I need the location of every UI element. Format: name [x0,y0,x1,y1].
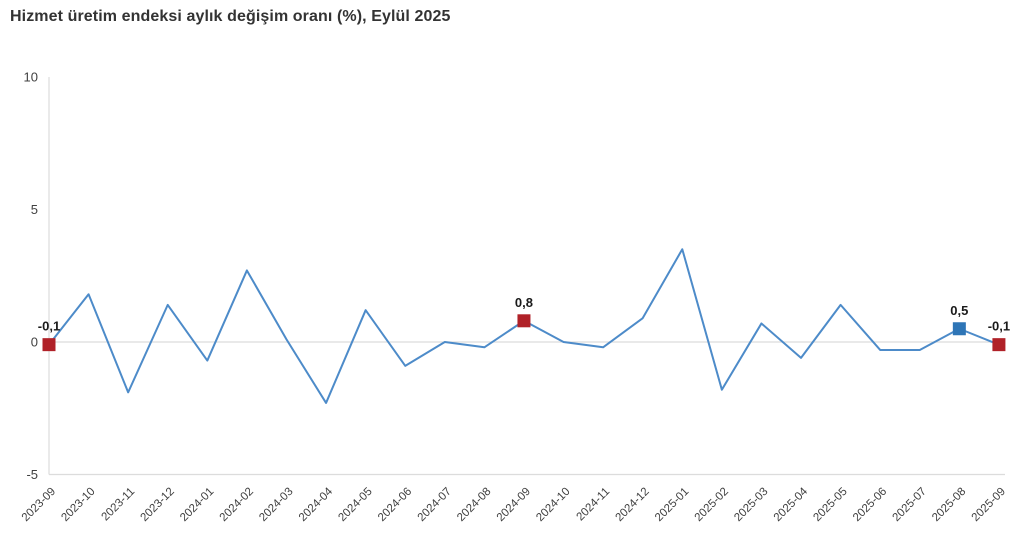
data-point-label: -0,1 [38,319,60,334]
x-tick-label: 2025-03 [732,486,770,524]
data-point-marker [992,338,1006,352]
data-point-marker [517,314,531,328]
y-tick-label: 0 [31,335,38,350]
x-tick-label: 2024-01 [178,486,216,524]
x-tick-label: 2024-10 [534,486,572,524]
x-tick-label: 2024-06 [376,486,414,524]
x-tick-label: 2024-09 [495,486,533,524]
x-tick-label: 2024-02 [218,486,256,524]
x-tick-label: 2025-02 [693,486,731,524]
data-point-label: 0,5 [950,303,968,318]
x-tick-label: 2023-11 [100,486,138,524]
x-tick-label: 2025-06 [851,486,889,524]
y-tick-label: -5 [26,467,38,482]
x-tick-label: 2025-07 [891,486,929,524]
x-tick-label: 2024-12 [613,486,651,524]
data-point-marker [42,338,56,352]
x-tick-label: 2024-05 [336,486,374,524]
x-tick-label: 2024-04 [297,485,336,524]
x-tick-label: 2025-09 [970,486,1008,524]
x-tick-label: 2025-01 [653,486,691,524]
y-tick-label: 5 [31,202,38,217]
x-tick-label: 2025-05 [811,486,849,524]
data-point-marker [952,322,966,336]
data-point-label: -0,1 [988,319,1010,334]
x-tick-label: 2024-08 [455,486,493,524]
x-tick-label: 2024-03 [257,486,295,524]
x-tick-label: 2024-11 [575,486,613,524]
x-tick-label: 2025-04 [772,485,811,524]
y-tick-label: 10 [24,70,38,85]
x-tick-label: 2024-07 [416,486,454,524]
x-tick-label: 2023-10 [59,486,97,524]
x-tick-label: 2025-08 [930,486,968,524]
x-tick-label: 2023-09 [20,486,58,524]
data-point-label: 0,8 [515,295,533,310]
chart-title: Hizmet üretim endeksi aylık değişim oran… [10,8,451,25]
x-tick-label: 2023-12 [139,486,177,524]
